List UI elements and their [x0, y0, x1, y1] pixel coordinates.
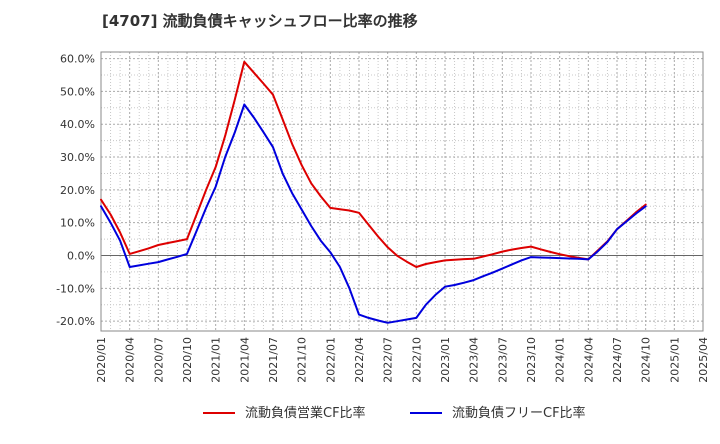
x-tick-label: 2022/10 — [410, 337, 423, 383]
legend: 流動負債営業CF比率 流動負債フリーCF比率 — [203, 405, 586, 421]
series-line-1 — [100, 60, 647, 268]
x-tick-label: 2024/10 — [640, 337, 653, 383]
x-tick-label: 2022/07 — [382, 337, 395, 383]
chart-title: [4707] 流動負債キャッシュフロー比率の推移 — [102, 12, 418, 30]
grid-layer — [100, 51, 704, 332]
y-tick-label: 60.0% — [60, 53, 95, 66]
x-tick-label: 2024/04 — [582, 337, 595, 383]
x-tick-label: 2021/07 — [267, 337, 280, 383]
y-tick-label: -10.0% — [56, 282, 95, 295]
axis-layer: -20.0% -10.0% 0.0% 10.0% 20.0% 30.0% 40.0% 50.0… — [56, 53, 710, 383]
x-tick-label: 2023/10 — [525, 337, 538, 383]
legend-label-2: 流動負債フリーCF比率 — [452, 405, 586, 421]
y-tick-label: 20.0% — [60, 184, 95, 197]
y-tick-label: -20.0% — [56, 315, 95, 328]
x-tick-label: 2025/01 — [668, 337, 681, 383]
x-tick-label: 2020/01 — [95, 337, 108, 383]
x-tick-label: 2024/01 — [554, 337, 567, 383]
x-tick-label: 2022/04 — [353, 337, 366, 383]
y-tick-label: 40.0% — [60, 118, 95, 131]
x-tick-label: 2020/04 — [124, 337, 137, 383]
y-tick-label: 50.0% — [60, 85, 95, 98]
x-tick-label: 2023/04 — [468, 337, 481, 383]
x-tick-label: 2021/10 — [296, 337, 309, 383]
x-tick-label: 2021/04 — [238, 337, 251, 383]
y-tick-label: 10.0% — [60, 217, 95, 230]
y-tick-label: 30.0% — [60, 151, 95, 164]
x-tick-label: 2021/01 — [210, 337, 223, 383]
x-tick-label: 2020/10 — [181, 337, 194, 383]
series-layer — [100, 60, 647, 324]
x-tick-label: 2023/01 — [439, 337, 452, 383]
legend-label-1: 流動負債営業CF比率 — [245, 405, 366, 421]
x-tick-label: 2023/07 — [496, 337, 509, 383]
series-line-2 — [100, 103, 647, 324]
plot-background — [101, 52, 703, 331]
x-tick-label: 2022/01 — [324, 337, 337, 383]
y-tick-label: 0.0% — [67, 250, 95, 263]
x-tick-label: 2024/07 — [611, 337, 624, 383]
plot-frame — [100, 51, 704, 332]
x-tick-label: 2020/07 — [152, 337, 165, 383]
x-tick-label: 2025/04 — [697, 337, 710, 383]
